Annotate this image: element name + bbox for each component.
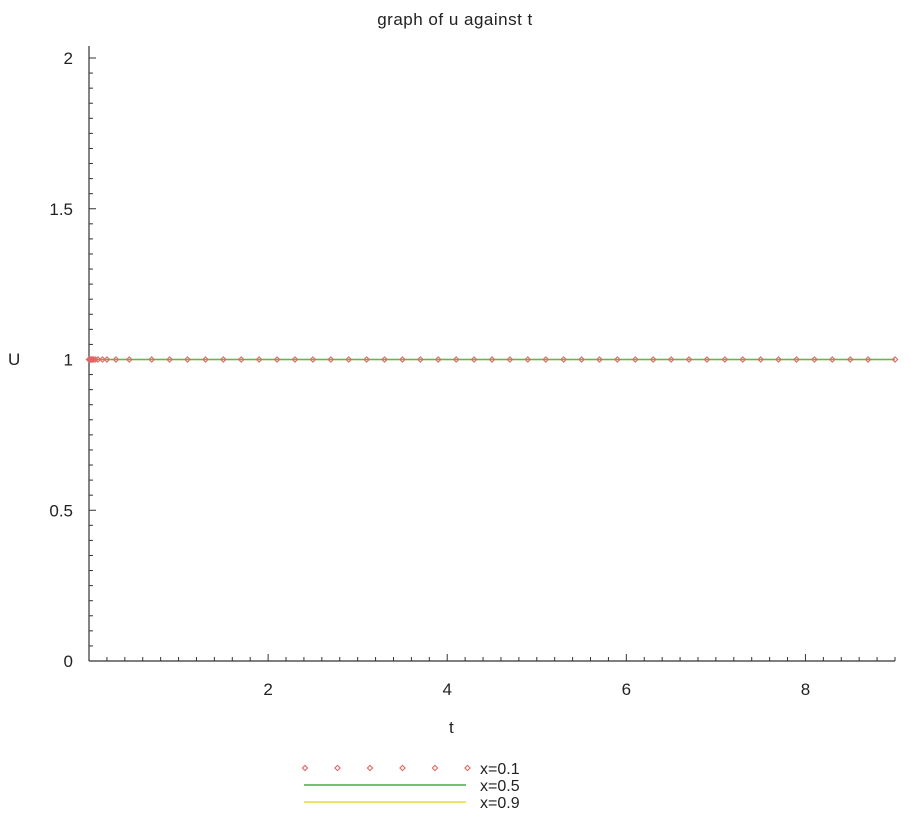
series-point-x=0.1: [846, 356, 854, 363]
series-point-x=0.1: [891, 356, 899, 363]
series-point-x=0.1: [99, 356, 106, 363]
series-point-x=0.1: [793, 356, 800, 363]
y-tick-label: 1: [64, 351, 73, 370]
legend-label: x=0.9: [480, 795, 520, 812]
series-point-x=0.1: [828, 356, 836, 363]
series-point-x=0.1: [219, 356, 227, 363]
legend: x=0.1x=0.5x=0.9: [301, 761, 520, 812]
series-point-x=0.1: [166, 356, 173, 363]
series-point-x=0.1: [184, 356, 191, 363]
legend-marker-x-0.1: [366, 764, 374, 772]
series-point-x=0.1: [399, 356, 406, 363]
series-point-x=0.1: [90, 356, 97, 363]
series-point-x=0.1: [560, 356, 568, 363]
series-point-x=0.1: [327, 356, 335, 363]
series-point-x=0.1: [291, 356, 299, 363]
series-point-x=0.1: [237, 356, 245, 363]
series-point-x=0.1: [255, 356, 263, 363]
x-axis-label: t: [449, 718, 454, 737]
series-point-x=0.1: [91, 356, 99, 363]
chart-title: graph of u against t: [377, 10, 533, 29]
y-tick-label: 2: [64, 49, 73, 68]
legend-label: x=0.5: [480, 778, 520, 795]
series-point-x=0.1: [596, 356, 603, 363]
series-point-x=0.1: [434, 356, 442, 363]
series-point-x=0.1: [89, 356, 96, 363]
axes: 2 4 6 8 0 0.5 1 1.5 2: [49, 46, 896, 699]
series-point-x=0.1: [703, 356, 711, 363]
series-point-x=0.1: [273, 356, 281, 363]
legend-marker-x-0.1: [301, 764, 309, 772]
series-point-x=0.1: [87, 356, 95, 363]
legend-marker-x-0.1: [464, 764, 471, 772]
legend-marker-x-0.1: [399, 764, 406, 772]
x-tick-label: 6: [622, 680, 631, 699]
series-point-x=0.1: [470, 356, 478, 363]
x-tick-label: 4: [442, 680, 451, 699]
series-point-x=0.1: [309, 356, 317, 363]
y-tick-label: 1.5: [49, 200, 73, 219]
series-point-x=0.1: [775, 356, 782, 363]
series-point-x=0.1: [488, 356, 496, 363]
x-tick-label: 2: [263, 680, 272, 699]
series-point-x=0.1: [148, 356, 156, 363]
series-point-x=0.1: [524, 356, 532, 363]
series-point-x=0.1: [112, 356, 120, 363]
series-point-x=0.1: [125, 356, 133, 363]
series-point-x=0.1: [578, 356, 585, 363]
legend-marker-x-0.1: [431, 764, 439, 772]
legend-marker-x-0.1: [334, 764, 341, 772]
series-point-x=0.1: [864, 356, 872, 363]
series-point-x=0.1: [811, 356, 818, 363]
series-point-x=0.1: [345, 356, 353, 363]
series-point-x=0.1: [506, 356, 514, 363]
series-point-x=0.1: [363, 356, 371, 363]
series-point-x=0.1: [416, 356, 424, 363]
series-point-x=0.1: [631, 356, 639, 363]
series-point-x=0.1: [613, 356, 621, 363]
series-point-x=0.1: [103, 356, 111, 363]
series-point-x=0.1: [757, 356, 765, 363]
series-point-x=0.1: [685, 356, 693, 363]
series-point-x=0.1: [542, 356, 550, 363]
x-tick-label: 8: [801, 680, 810, 699]
y-axis-label: U: [8, 350, 21, 369]
series-point-x=0.1: [94, 356, 102, 363]
series-point-x=0.1: [721, 356, 729, 363]
series-layer: [85, 356, 899, 363]
series-point-x=0.1: [202, 356, 209, 363]
y-tick-label: 0: [64, 652, 73, 671]
series-point-x=0.1: [667, 356, 675, 363]
series-point-x=0.1: [649, 356, 657, 363]
y-tick-label: 0.5: [49, 501, 73, 520]
legend-label: x=0.1: [480, 761, 520, 778]
series-point-x=0.1: [381, 356, 388, 363]
series-point-x=0.1: [452, 356, 460, 363]
series-point-x=0.1: [739, 356, 747, 363]
